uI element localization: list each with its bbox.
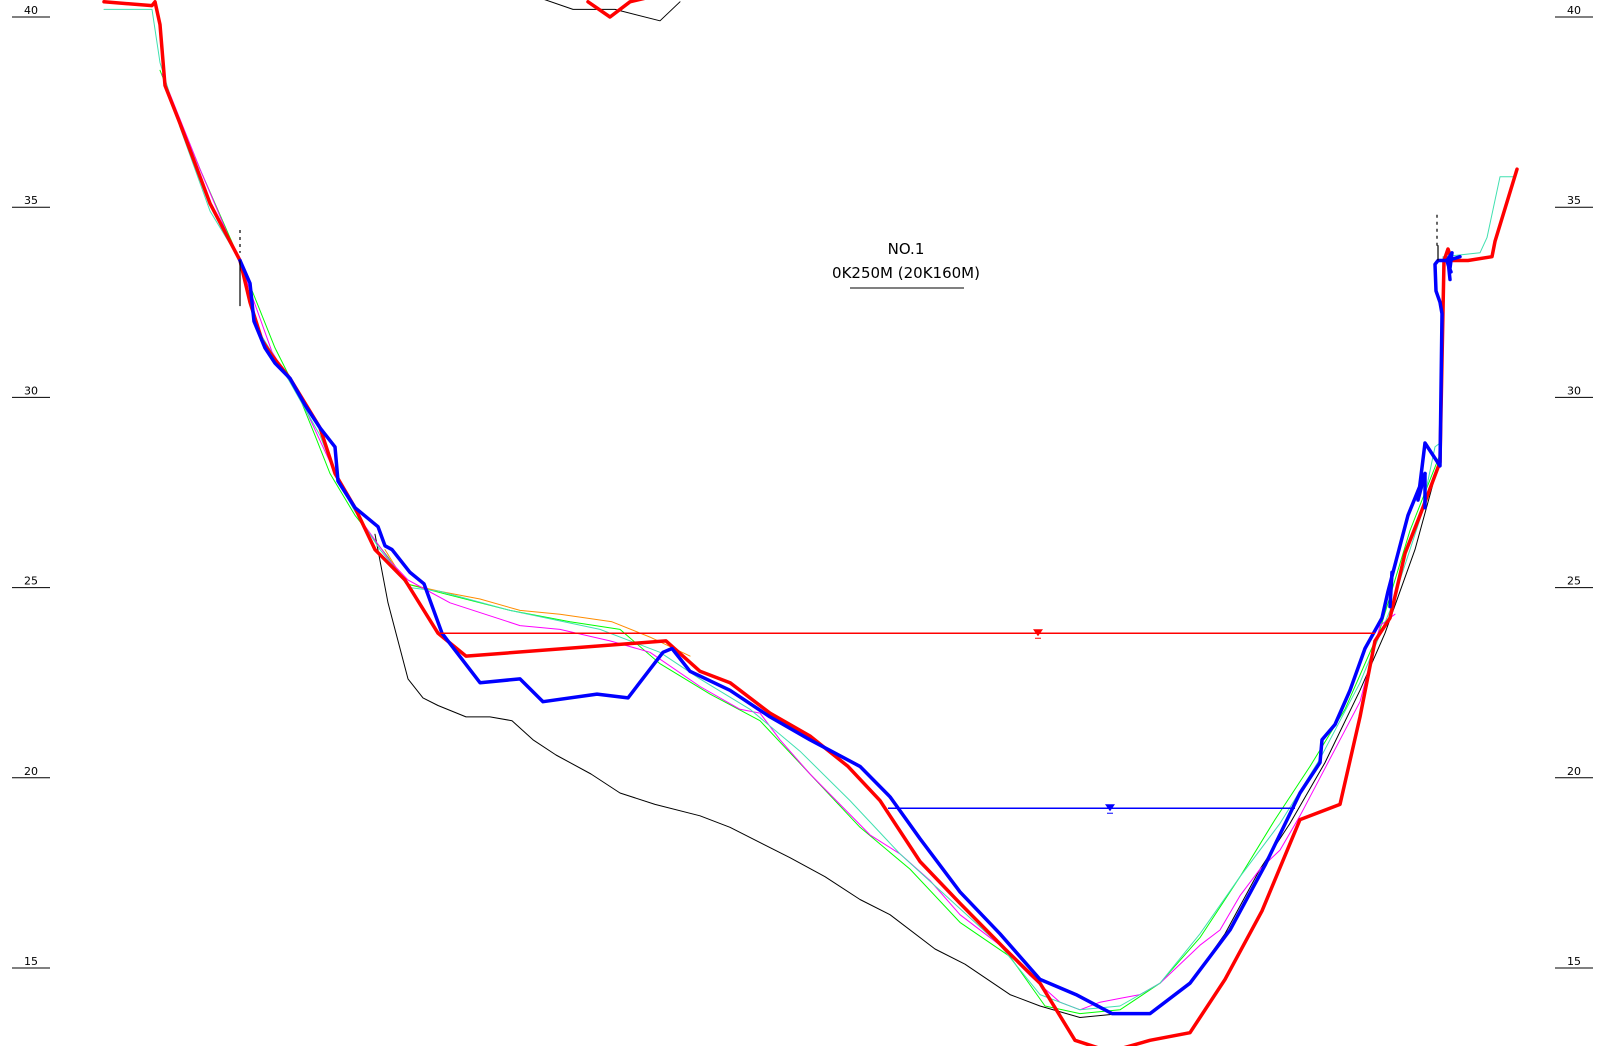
y-tick-label-right: 30 [1567,384,1581,397]
chart-title: NO.1 [888,240,925,258]
water-level-marker-icon [1105,804,1115,812]
profile-line-12 [1446,258,1452,282]
y-axis-left: 15 20 25 30 35 40 [12,4,50,969]
series-layer [102,0,1519,1046]
y-tick-label-left: 35 [24,194,38,207]
y-tick-label-right: 35 [1567,194,1581,207]
y-tick-label-right: 25 [1567,575,1581,588]
y-tick-label-left: 40 [24,4,38,17]
profile-line-6 [102,0,1519,1046]
profile-line-0 [374,457,1441,1018]
y-tick-label-left: 15 [24,955,38,968]
water-level-marker-icon [1033,629,1043,637]
y-tick-label-left: 30 [24,384,38,397]
water-level-layer [438,629,1375,814]
y-tick-label-left: 20 [24,765,38,778]
profile-line-3 [159,69,1441,1015]
chart-subtitle: 0K250M (20K160M) [832,264,980,282]
y-tick-label-right: 20 [1567,765,1581,778]
chart-title-group: NO.1 0K250M (20K160M) [832,240,980,289]
profile-line-10 [1388,570,1394,609]
profile-line-7 [586,0,646,19]
y-tick-label-right: 15 [1567,955,1581,968]
profile-line-1 [544,0,681,22]
y-tick-label-left: 25 [24,575,38,588]
y-axis-right: 15 20 25 30 35 40 [1555,4,1593,969]
y-tick-label-right: 40 [1567,4,1581,17]
profile-line-4 [161,73,1396,1011]
profile-line-5 [103,8,1514,1011]
profile-line-8 [238,254,1462,1016]
